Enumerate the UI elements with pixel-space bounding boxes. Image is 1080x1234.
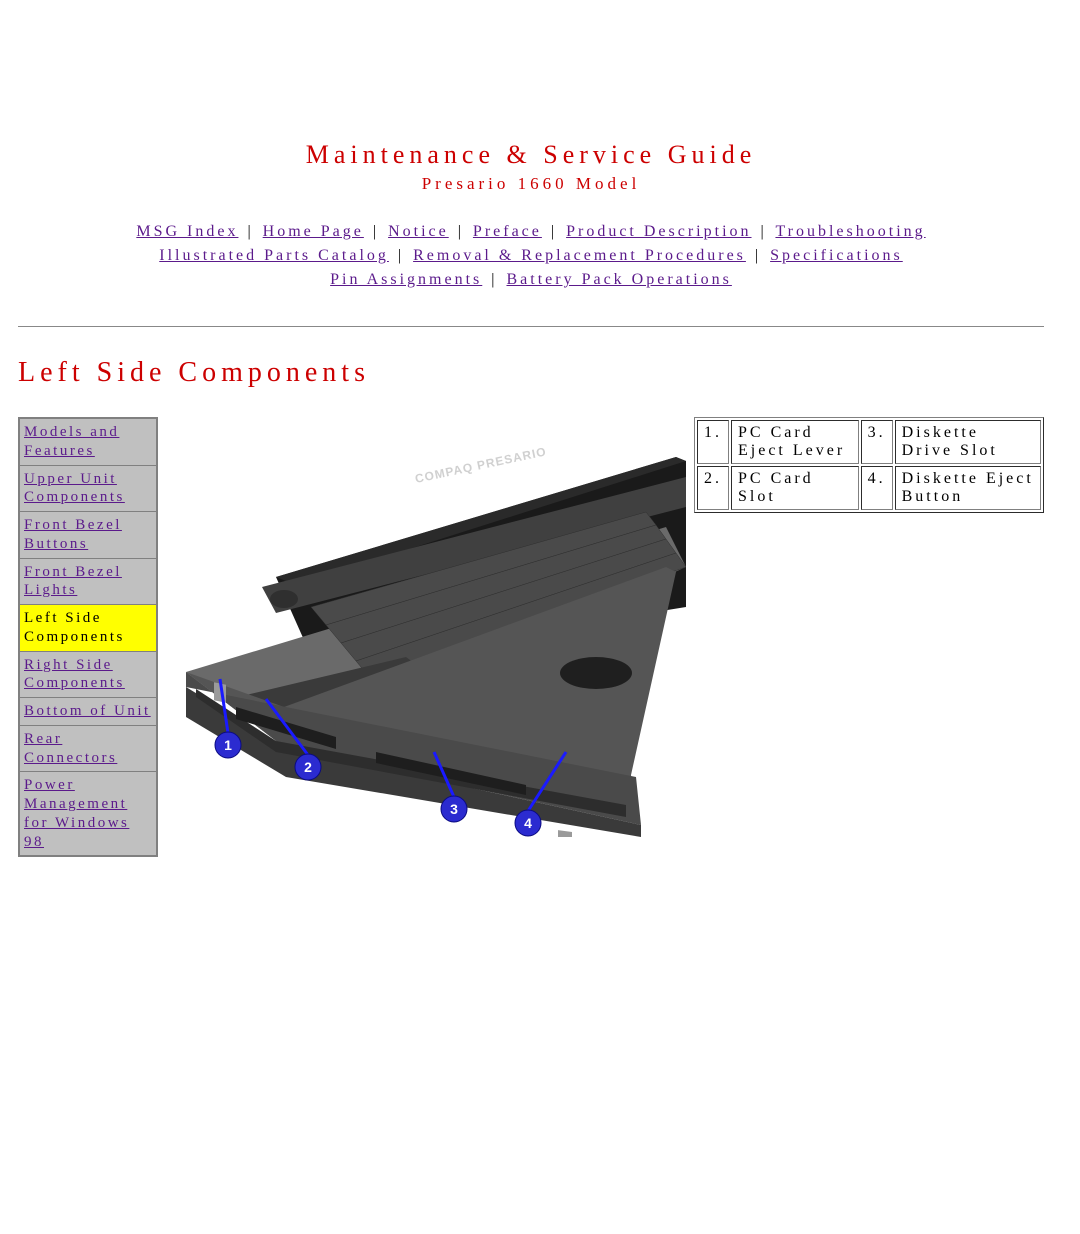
legend-num: 2. bbox=[697, 466, 729, 510]
topnav-link[interactable]: MSG Index bbox=[136, 223, 238, 240]
section-title: Left Side Components bbox=[18, 357, 1044, 389]
sidenav-link[interactable]: Rear Connectors bbox=[24, 731, 117, 766]
sidenav-link[interactable]: Power Management for Windows 98 bbox=[24, 777, 129, 849]
callout-number: 2 bbox=[304, 759, 312, 775]
legend-num: 4. bbox=[861, 466, 893, 510]
legend-table: 1.PC Card Eject Lever3.Diskette Drive Sl… bbox=[694, 417, 1044, 513]
sidenav-link[interactable]: Front Bezel Lights bbox=[24, 564, 122, 599]
topnav-link[interactable]: Notice bbox=[388, 223, 449, 240]
nav-separator: | bbox=[753, 247, 763, 264]
sidenav-link[interactable]: Bottom of Unit bbox=[24, 703, 151, 719]
sidenav-item[interactable]: Upper Unit Components bbox=[19, 465, 157, 512]
sidenav-item[interactable]: Bottom of Unit bbox=[19, 698, 157, 726]
laptop-diagram: COMPAQ PRESARIO 1 2 3 4 bbox=[166, 417, 686, 837]
legend-label: Diskette Drive Slot bbox=[895, 420, 1041, 464]
topnav-link[interactable]: Pin Assignments bbox=[330, 271, 482, 288]
sidenav-link[interactable]: Right Side Components bbox=[24, 657, 125, 692]
divider bbox=[18, 326, 1044, 327]
sidenav-item[interactable]: Front Bezel Buttons bbox=[19, 512, 157, 559]
topnav-link[interactable]: Troubleshooting bbox=[775, 223, 925, 240]
topnav-link[interactable]: Preface bbox=[473, 223, 542, 240]
sidenav-item[interactable]: Right Side Components bbox=[19, 651, 157, 698]
page-header: Maintenance & Service Guide Presario 166… bbox=[18, 140, 1044, 292]
side-nav: Models and Features Upper Unit Components… bbox=[18, 417, 158, 857]
legend-num: 1. bbox=[697, 420, 729, 464]
nav-separator: | bbox=[489, 271, 499, 288]
sidenav-link[interactable]: Front Bezel Buttons bbox=[24, 517, 122, 552]
callout-number: 4 bbox=[524, 815, 532, 831]
topnav-link[interactable]: Removal & Replacement Procedures bbox=[413, 247, 746, 264]
sidenav-item[interactable]: Models and Features bbox=[19, 418, 157, 465]
nav-separator: | bbox=[396, 247, 406, 264]
brand-text: COMPAQ PRESARIO bbox=[414, 444, 548, 486]
sidenav-link[interactable]: Upper Unit Components bbox=[24, 471, 125, 506]
nav-separator: | bbox=[456, 223, 466, 240]
sidenav-label: Left Side Components bbox=[24, 610, 125, 645]
legend-label: PC Card Eject Lever bbox=[731, 420, 859, 464]
sidenav-item[interactable]: Left Side Components bbox=[19, 605, 157, 652]
nav-separator: | bbox=[759, 223, 769, 240]
sidenav-item[interactable]: Power Management for Windows 98 bbox=[19, 772, 157, 857]
callout-number: 3 bbox=[450, 801, 458, 817]
legend-label: PC Card Slot bbox=[731, 466, 859, 510]
legend-label: Diskette Eject Button bbox=[895, 466, 1041, 510]
sidenav-item[interactable]: Rear Connectors bbox=[19, 725, 157, 772]
sidenav-item[interactable]: Front Bezel Lights bbox=[19, 558, 157, 605]
nav-separator: | bbox=[245, 223, 255, 240]
topnav-link[interactable]: Product Description bbox=[566, 223, 751, 240]
page-subtitle: Presario 1660 Model bbox=[18, 174, 1044, 194]
topnav-link[interactable]: Home Page bbox=[263, 223, 364, 240]
topnav-link[interactable]: Specifications bbox=[770, 247, 903, 264]
nav-separator: | bbox=[549, 223, 559, 240]
sidenav-link[interactable]: Models and Features bbox=[24, 424, 119, 459]
topnav-link[interactable]: Illustrated Parts Catalog bbox=[159, 247, 389, 264]
laptop-svg: COMPAQ PRESARIO 1 2 3 4 bbox=[166, 417, 686, 837]
legend-num: 3. bbox=[861, 420, 893, 464]
nav-separator: | bbox=[371, 223, 381, 240]
callout-number: 1 bbox=[224, 737, 232, 753]
top-nav: MSG Index | Home Page | Notice | Preface… bbox=[18, 220, 1044, 292]
topnav-link[interactable]: Battery Pack Operations bbox=[506, 271, 731, 288]
page-title: Maintenance & Service Guide bbox=[18, 140, 1044, 170]
